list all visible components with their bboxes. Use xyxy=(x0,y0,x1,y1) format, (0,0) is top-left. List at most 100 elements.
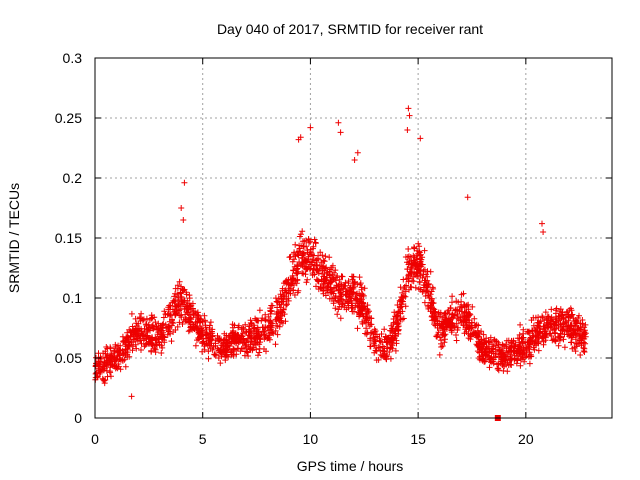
data-point xyxy=(517,362,524,369)
data-point xyxy=(136,333,142,340)
data-point xyxy=(331,287,337,294)
data-point xyxy=(401,284,408,290)
data-point xyxy=(527,353,534,360)
data-point xyxy=(399,294,406,301)
data-point xyxy=(416,270,423,277)
data-point xyxy=(270,330,277,337)
data-point xyxy=(486,338,493,345)
data-point xyxy=(570,326,577,333)
data-point xyxy=(186,327,193,334)
data-point xyxy=(247,317,254,324)
data-point xyxy=(557,333,564,340)
data-point xyxy=(152,319,159,326)
data-point xyxy=(542,309,549,316)
data-point xyxy=(539,313,546,320)
data-point xyxy=(582,340,589,347)
data-points xyxy=(92,105,589,421)
data-point xyxy=(393,337,400,344)
data-point xyxy=(298,254,305,261)
data-point xyxy=(160,329,167,336)
data-point xyxy=(417,135,424,142)
data-point xyxy=(488,348,495,355)
data-point xyxy=(427,303,434,310)
data-point xyxy=(365,309,371,316)
data-point xyxy=(441,325,447,332)
data-point xyxy=(408,284,415,291)
data-point xyxy=(559,327,565,334)
data-point xyxy=(228,351,235,358)
data-point xyxy=(430,308,437,315)
data-point xyxy=(568,307,575,314)
data-point xyxy=(481,339,488,346)
data-point xyxy=(352,295,359,302)
data-point xyxy=(174,323,181,330)
data-point xyxy=(460,322,467,328)
data-point xyxy=(483,349,489,355)
data-point xyxy=(526,328,532,335)
data-point xyxy=(304,247,311,254)
data-point xyxy=(323,264,330,271)
data-point xyxy=(98,355,105,362)
data-point xyxy=(172,297,179,303)
data-point xyxy=(123,335,130,342)
data-point xyxy=(568,312,575,319)
data-point xyxy=(404,127,411,133)
data-point xyxy=(575,315,581,321)
data-point xyxy=(520,326,527,333)
plot-frame xyxy=(94,57,613,419)
data-point xyxy=(159,344,166,351)
data-point xyxy=(569,345,576,352)
data-point xyxy=(286,254,293,261)
data-point xyxy=(390,321,397,328)
data-point xyxy=(172,327,179,333)
data-point xyxy=(280,306,287,312)
data-point xyxy=(453,337,460,344)
data-point xyxy=(336,286,343,293)
data-point xyxy=(409,260,416,267)
data-point xyxy=(468,319,475,326)
data-point xyxy=(315,256,321,263)
data-point xyxy=(333,282,340,289)
data-point xyxy=(154,326,160,332)
data-point xyxy=(505,348,512,355)
data-point xyxy=(392,330,399,337)
data-point xyxy=(199,318,206,325)
data-point xyxy=(206,325,213,331)
data-point xyxy=(152,346,159,353)
data-point xyxy=(337,129,344,136)
data-point xyxy=(443,316,449,323)
data-point xyxy=(295,252,302,259)
data-point xyxy=(160,314,167,321)
data-point xyxy=(383,345,390,352)
data-point xyxy=(458,308,465,315)
data-point xyxy=(347,284,354,291)
data-point xyxy=(245,353,252,359)
data-point xyxy=(354,149,361,156)
data-point xyxy=(557,306,564,313)
data-point xyxy=(306,251,313,258)
data-point xyxy=(370,339,377,345)
data-point xyxy=(405,105,412,112)
data-point xyxy=(136,327,143,334)
axis-ticks xyxy=(94,57,612,419)
data-point xyxy=(569,327,576,334)
y-tick-label: 0.25 xyxy=(55,110,82,126)
data-point xyxy=(473,330,480,337)
data-point xyxy=(174,285,181,292)
data-point xyxy=(295,136,302,143)
data-point xyxy=(129,323,136,330)
data-point xyxy=(293,266,300,273)
data-point xyxy=(190,322,197,328)
data-point xyxy=(405,246,412,252)
data-point xyxy=(259,315,266,322)
data-point xyxy=(140,316,147,323)
data-point xyxy=(421,299,428,306)
data-point xyxy=(481,340,488,347)
data-point xyxy=(411,268,418,275)
data-point xyxy=(405,261,412,268)
data-point xyxy=(186,292,193,299)
data-point xyxy=(344,289,351,296)
data-point xyxy=(143,328,150,335)
data-point xyxy=(463,328,470,335)
data-point xyxy=(458,291,465,298)
